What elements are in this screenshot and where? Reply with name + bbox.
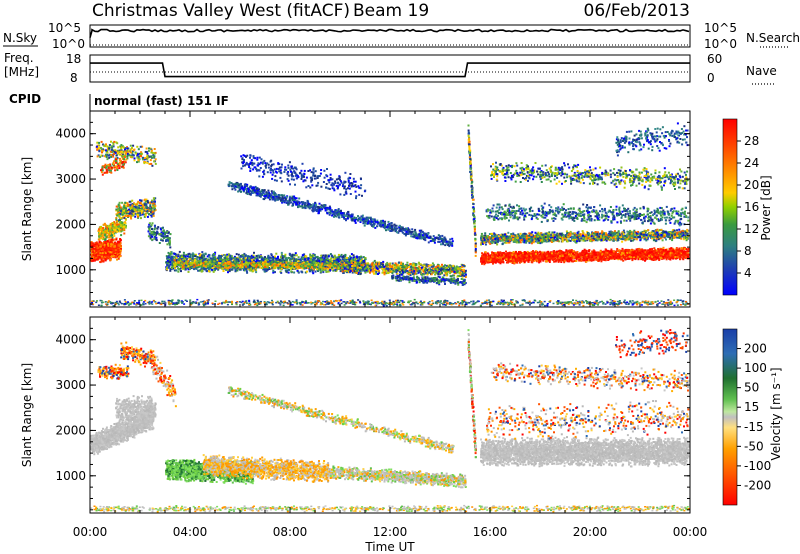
noise-left-label: N.Sky [3,31,37,45]
x-tick-label: 20:00 [573,525,608,539]
x-tick-label: 00:00 [673,525,708,539]
velocity-y-tick-label: 3000 [55,378,86,392]
noise-right-tick-top: 10^5 [704,21,737,35]
power-colorbar-tick: 28 [744,134,759,148]
velocity-colorbar-tick: -200 [744,478,771,492]
x-tick-label: 00:00 [73,525,108,539]
freq-right-label: Nave [746,64,777,78]
power-colorbar: 28 24 20 16 12 8 4 Power [dB] [723,119,773,295]
velocity-colorbar-tick: 200 [744,342,767,356]
x-tick-label: 12:00 [373,525,408,539]
noise-panel: N.Sky 10^5 10^0 10^5 10^0 N.Search [3,21,800,51]
station-title: Christmas Valley West (fitACF) [92,1,350,21]
date-label: 06/Feb/2013 [584,1,690,21]
power-y-tick-label: 3000 [55,172,86,186]
x-axis-label: Time UT [364,540,415,554]
power-colorbar-tick: 12 [744,222,759,236]
velocity-colorbar-tick: -100 [744,459,771,473]
velocity-colorbar-tick: 15 [744,400,759,414]
noise-right-tick-bottom: 10^0 [704,37,737,51]
power-colorbar-label: Power [dB] [759,175,773,240]
freq-right-tick-top: 60 [707,52,722,66]
velocity-colorbar-tick: -50 [744,439,764,453]
velocity-colorbar-label: Velocity [m s⁻¹] [769,367,783,460]
beam-label: Beam 19 [353,1,429,21]
power-y-axis-label: Slant Range [km] [20,157,34,261]
power-panel: 1000 2000 3000 4000 [55,111,690,307]
power-y-tick-label: 4000 [55,127,86,141]
frequency-line [90,63,690,77]
power-colorbar-tick: 4 [744,266,752,280]
noise-sky-line [90,30,689,38]
velocity-colorbar-tick: -15 [744,420,764,434]
velocity-colorbar-tick: 50 [744,381,759,395]
freq-right-tick-bottom: 0 [707,71,715,85]
velocity-colorbar-tick: 100 [744,361,767,375]
power-colorbar-tick: 8 [744,244,752,258]
power-colorbar-tick: 16 [744,200,759,214]
noise-left-tick-bottom: 10^0 [52,37,85,51]
freq-left-label-line2: [MHz] [4,65,39,79]
velocity-y-tick-label: 2000 [55,423,86,437]
velocity-y-axis-label: Slant Range [km] [20,363,34,467]
freq-left-label-line1: Freq. [4,51,34,65]
x-tick-label: 08:00 [273,525,308,539]
power-colorbar-tick: 20 [744,178,759,192]
velocity-colorbar: 200 100 50 15 -15 -50 -100 -200 Velocity [m s⁻¹… [723,329,783,505]
noise-left-tick-top: 10^5 [48,21,81,35]
x-tick-label: 16:00 [473,525,508,539]
cpid-label: CPID [9,92,41,106]
freq-left-tick-top: 18 [66,52,81,66]
power-y-tick-label: 1000 [55,263,86,277]
velocity-y-tick-label: 1000 [55,469,86,483]
frequency-panel: Freq. [MHz] 18 8 60 0 Nave [4,51,777,85]
cpid-value: normal (fast) 151 IF [94,94,229,108]
x-tick-label: 04:00 [173,525,208,539]
power-y-tick-label: 2000 [55,217,86,231]
velocity-y-tick-label: 4000 [55,333,86,347]
velocity-panel: 1000 2000 3000 4000 [55,317,690,513]
radar-summary-plot: Christmas Valley West (fitACF) Beam 19 0… [0,0,800,554]
noise-right-label: N.Search [746,31,800,45]
power-colorbar-tick: 24 [744,156,759,170]
freq-left-tick-bottom: 8 [70,71,78,85]
